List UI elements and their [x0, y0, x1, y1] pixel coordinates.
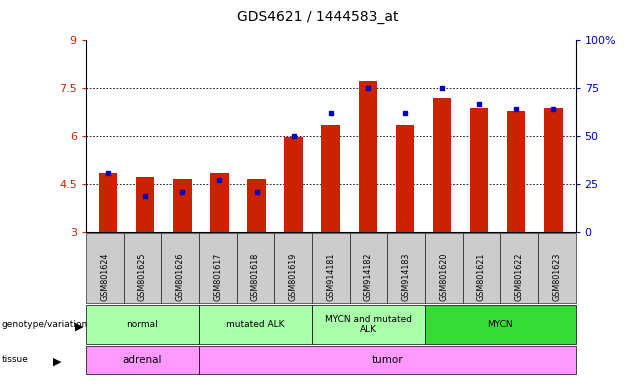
Bar: [507, 111, 525, 232]
Text: GSM914182: GSM914182: [364, 253, 373, 301]
Text: genotype/variation: genotype/variation: [1, 320, 88, 329]
Text: GSM801617: GSM801617: [213, 253, 222, 301]
Bar: [321, 125, 340, 232]
Text: GSM801624: GSM801624: [100, 253, 109, 301]
Text: GSM801625: GSM801625: [138, 253, 147, 301]
Bar: [470, 108, 488, 232]
Bar: [136, 177, 155, 232]
Text: GSM801620: GSM801620: [439, 253, 448, 301]
Text: tissue: tissue: [1, 356, 28, 364]
Text: GSM801622: GSM801622: [515, 253, 523, 301]
Bar: [173, 179, 191, 232]
Text: GSM801618: GSM801618: [251, 253, 260, 301]
Text: GSM801626: GSM801626: [176, 253, 184, 301]
Bar: [99, 173, 118, 232]
Bar: [544, 108, 563, 232]
Bar: [210, 173, 229, 232]
Text: GSM801623: GSM801623: [552, 253, 561, 301]
Text: GSM801619: GSM801619: [289, 253, 298, 301]
Text: MYCN: MYCN: [487, 320, 513, 329]
Text: ▶: ▶: [75, 321, 83, 331]
Bar: [284, 137, 303, 232]
Text: adrenal: adrenal: [123, 355, 162, 365]
Text: GSM914181: GSM914181: [326, 253, 335, 301]
Text: GSM801621: GSM801621: [477, 253, 486, 301]
Bar: [432, 98, 452, 232]
Text: ▶: ▶: [53, 357, 61, 367]
Text: GDS4621 / 1444583_at: GDS4621 / 1444583_at: [237, 10, 399, 23]
Bar: [247, 179, 266, 232]
Text: normal: normal: [127, 320, 158, 329]
Text: MYCN and mutated
ALK: MYCN and mutated ALK: [325, 315, 412, 334]
Text: GSM914183: GSM914183: [401, 253, 411, 301]
Text: tumor: tumor: [371, 355, 403, 365]
Bar: [359, 81, 377, 232]
Text: mutated ALK: mutated ALK: [226, 320, 285, 329]
Bar: [396, 125, 414, 232]
